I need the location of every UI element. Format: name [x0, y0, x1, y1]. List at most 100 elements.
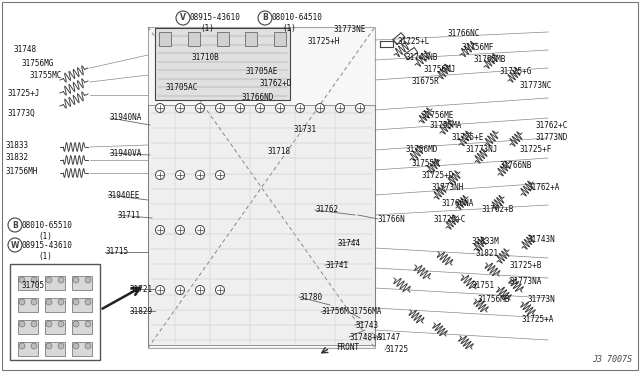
Circle shape — [236, 103, 244, 112]
Circle shape — [195, 285, 205, 295]
Text: 31766ND: 31766ND — [242, 93, 275, 102]
Text: 31766N: 31766N — [378, 215, 406, 224]
Circle shape — [216, 170, 225, 180]
Text: 31725: 31725 — [385, 346, 408, 355]
Circle shape — [175, 103, 184, 112]
Text: 31821: 31821 — [475, 250, 498, 259]
Text: 08010-65510: 08010-65510 — [22, 221, 73, 230]
Bar — [159, 32, 171, 46]
Text: 31705AC: 31705AC — [165, 83, 197, 93]
Circle shape — [46, 299, 52, 305]
Bar — [45, 320, 65, 334]
Circle shape — [156, 225, 164, 234]
Text: 31940VA: 31940VA — [110, 148, 142, 157]
Bar — [148, 105, 375, 345]
Circle shape — [46, 277, 52, 283]
Circle shape — [73, 299, 79, 305]
Circle shape — [355, 103, 365, 112]
Text: 31744: 31744 — [338, 240, 361, 248]
Text: 31756MH: 31756MH — [5, 167, 37, 176]
Text: 31748: 31748 — [14, 45, 37, 55]
Text: (1): (1) — [200, 25, 214, 33]
Text: 31743NB: 31743NB — [405, 52, 437, 61]
Text: 31773NJ: 31773NJ — [466, 145, 499, 154]
Text: 31766NA: 31766NA — [441, 199, 474, 208]
Circle shape — [216, 103, 225, 112]
Bar — [216, 32, 228, 46]
Text: 31743: 31743 — [355, 321, 378, 330]
Text: 31755MA: 31755MA — [430, 122, 462, 131]
Text: 31705AE: 31705AE — [245, 67, 277, 77]
Circle shape — [175, 170, 184, 180]
Circle shape — [275, 103, 285, 112]
Text: 31773N: 31773N — [527, 295, 555, 305]
Text: 31725+F: 31725+F — [519, 145, 552, 154]
Text: 31940NA: 31940NA — [110, 113, 142, 122]
Text: 31710B: 31710B — [192, 54, 220, 62]
Text: 31756MA: 31756MA — [349, 308, 381, 317]
Text: 31773NH: 31773NH — [432, 183, 465, 192]
Text: 31743N: 31743N — [528, 235, 556, 244]
Bar — [72, 342, 92, 356]
Bar — [18, 298, 38, 312]
Text: 08010-64510: 08010-64510 — [272, 13, 323, 22]
Text: 31773ND: 31773ND — [536, 132, 568, 141]
Text: 31755MC: 31755MC — [30, 71, 62, 80]
Text: 31940EE: 31940EE — [108, 190, 140, 199]
Text: V: V — [180, 13, 186, 22]
Circle shape — [8, 238, 22, 252]
Text: (1): (1) — [38, 251, 52, 260]
Circle shape — [31, 321, 37, 327]
Circle shape — [195, 170, 205, 180]
Bar — [10, 264, 100, 360]
Text: 31832: 31832 — [5, 154, 28, 163]
Bar — [18, 320, 38, 334]
Circle shape — [216, 285, 225, 295]
Text: 31725+D: 31725+D — [421, 170, 453, 180]
Text: (1): (1) — [282, 25, 296, 33]
Circle shape — [58, 321, 64, 327]
Circle shape — [195, 103, 205, 112]
Text: 31756MD: 31756MD — [405, 145, 437, 154]
Text: 31762+C: 31762+C — [536, 121, 568, 129]
Text: 31773NC: 31773NC — [519, 81, 552, 90]
Text: 31731: 31731 — [293, 125, 316, 134]
Text: (1): (1) — [38, 231, 52, 241]
Circle shape — [255, 103, 264, 112]
Circle shape — [46, 321, 52, 327]
Circle shape — [73, 321, 79, 327]
Circle shape — [175, 285, 184, 295]
Circle shape — [335, 103, 344, 112]
Circle shape — [195, 225, 205, 234]
Circle shape — [156, 103, 164, 112]
Circle shape — [176, 11, 190, 25]
Text: 31755MB: 31755MB — [473, 55, 506, 64]
Text: B: B — [262, 13, 268, 22]
Circle shape — [8, 218, 22, 232]
Bar — [274, 32, 286, 46]
Text: 31756MG: 31756MG — [22, 58, 54, 67]
Circle shape — [85, 321, 91, 327]
Bar — [45, 342, 65, 356]
Text: 31715: 31715 — [105, 247, 128, 257]
Circle shape — [175, 225, 184, 234]
Text: 31725+J: 31725+J — [8, 90, 40, 99]
Text: 31762: 31762 — [315, 205, 338, 215]
Text: 31766NB: 31766NB — [499, 160, 531, 170]
Circle shape — [73, 277, 79, 283]
Text: 31762+A: 31762+A — [527, 183, 559, 192]
Bar — [18, 342, 38, 356]
Text: 31747: 31747 — [378, 333, 401, 341]
Circle shape — [316, 103, 324, 112]
Circle shape — [85, 343, 91, 349]
Text: 31718: 31718 — [268, 148, 291, 157]
Circle shape — [73, 343, 79, 349]
Bar — [188, 32, 200, 46]
Text: 31725+G: 31725+G — [499, 67, 531, 77]
Text: 31756M: 31756M — [321, 308, 349, 317]
Text: 31756MJ: 31756MJ — [423, 64, 456, 74]
Text: 31780: 31780 — [299, 292, 322, 301]
Circle shape — [156, 170, 164, 180]
Text: 08915-43610: 08915-43610 — [190, 13, 241, 22]
Text: 31773NA: 31773NA — [509, 276, 541, 285]
